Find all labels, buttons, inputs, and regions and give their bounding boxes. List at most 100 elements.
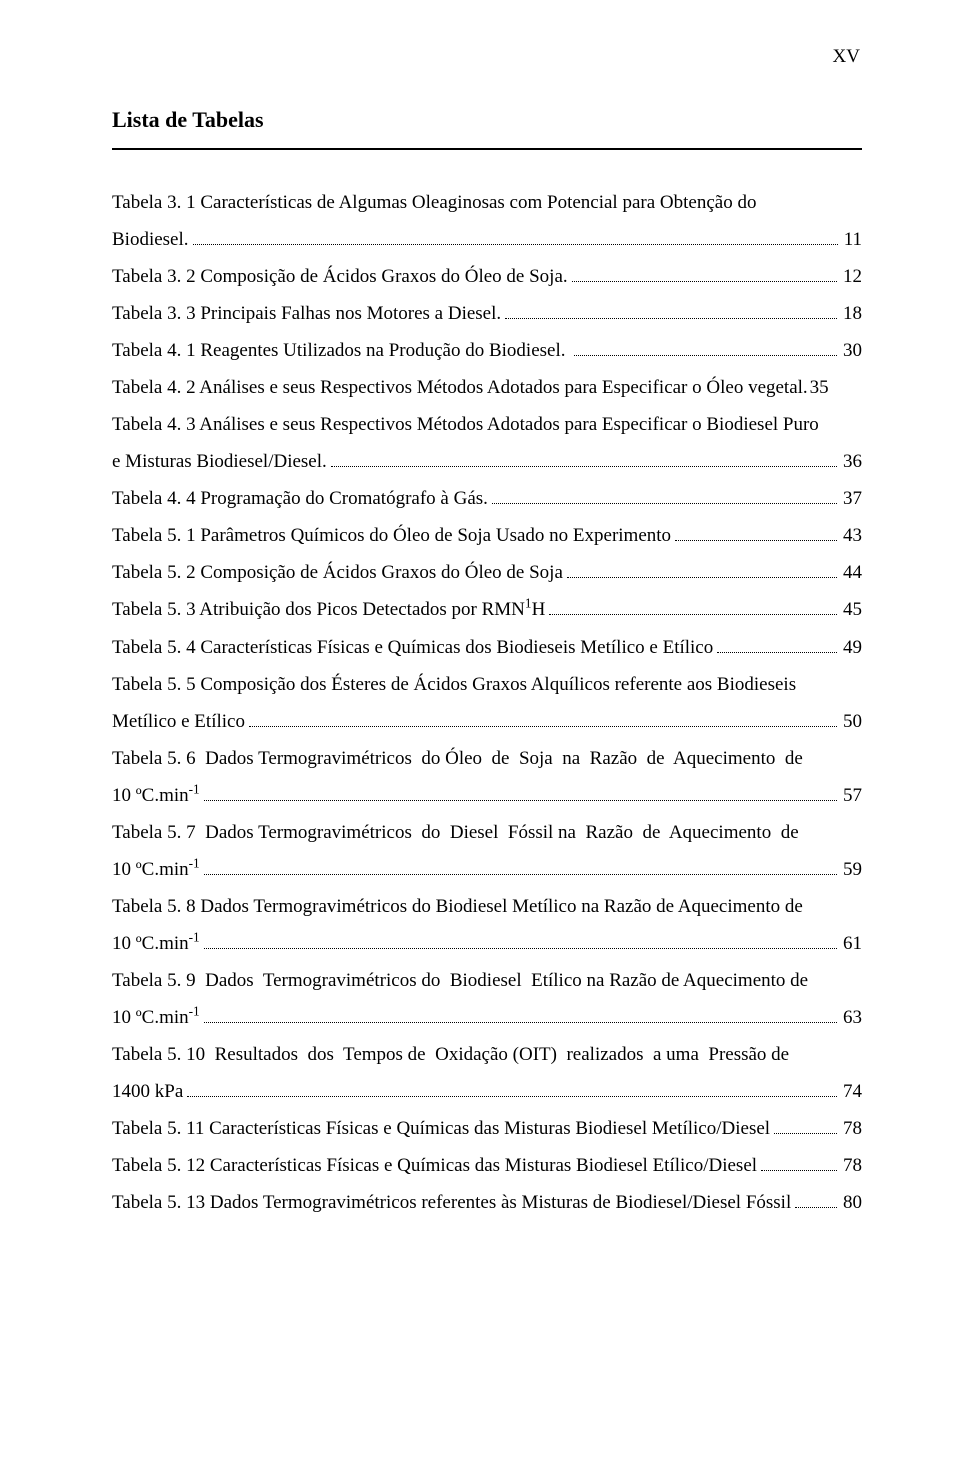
- toc-entry: Tabela 5. 12 Características Físicas e Q…: [112, 1147, 862, 1184]
- toc-page-number: 12: [841, 258, 862, 295]
- toc-page-number: 63: [841, 999, 862, 1036]
- toc-page-number: 59: [841, 851, 862, 888]
- toc-entry: Tabela 5. 6 Dados Termogravimétricos do …: [112, 740, 862, 814]
- toc-entry: Tabela 5. 13 Dados Termogravimétricos re…: [112, 1184, 862, 1221]
- table-of-contents: Tabela 3. 1 Características de Algumas O…: [112, 184, 862, 1221]
- toc-text: Tabela 5. 8 Dados Termogravimétricos do …: [112, 888, 803, 925]
- heading-rule: [112, 148, 862, 150]
- toc-line: Tabela 5. 1 Parâmetros Químicos do Óleo …: [112, 517, 862, 554]
- toc-leader: [675, 524, 837, 541]
- toc-leader: [717, 635, 837, 652]
- toc-text: Tabela 4. 4 Programação do Cromatógrafo …: [112, 480, 488, 517]
- toc-page-number: 50: [841, 703, 862, 740]
- toc-line: Tabela 5. 12 Características Físicas e Q…: [112, 1147, 862, 1184]
- toc-leader: [204, 932, 837, 949]
- toc-page-number: 61: [841, 925, 862, 962]
- toc-text: Tabela 5. 1 Parâmetros Químicos do Óleo …: [112, 517, 671, 554]
- toc-line: Tabela 5. 6 Dados Termogravimétricos do …: [112, 740, 862, 777]
- toc-line: Tabela 5. 8 Dados Termogravimétricos do …: [112, 888, 862, 925]
- toc-line: Tabela 5. 4 Características Físicas e Qu…: [112, 629, 862, 666]
- toc-leader: [795, 1191, 837, 1208]
- toc-line: Tabela 5. 9 Dados Termogravimétricos do …: [112, 962, 862, 999]
- toc-entry: Tabela 5. 8 Dados Termogravimétricos do …: [112, 888, 862, 962]
- toc-line: Tabela 5. 2 Composição de Ácidos Graxos …: [112, 554, 862, 591]
- toc-text: Tabela 5. 11 Características Físicas e Q…: [112, 1110, 770, 1147]
- toc-entry: Tabela 5. 4 Características Físicas e Qu…: [112, 629, 862, 666]
- toc-line: 1400 kPa 74: [112, 1073, 862, 1110]
- toc-text: 10 ºC.min-1: [112, 851, 200, 888]
- toc-text: Tabela 5. 3 Atribuição dos Picos Detecta…: [112, 591, 545, 628]
- page-number: XV: [112, 38, 862, 75]
- toc-text: Biodiesel.: [112, 221, 189, 258]
- toc-leader: [204, 784, 837, 801]
- toc-line: 10 ºC.min-1 59: [112, 851, 862, 888]
- toc-line: Tabela 5. 5 Composição dos Ésteres de Ác…: [112, 666, 862, 703]
- toc-line: Tabela 4. 2 Análises e seus Respectivos …: [112, 369, 862, 406]
- toc-line: Tabela 5. 7 Dados Termogravimétricos do …: [112, 814, 862, 851]
- toc-text: Metílico e Etílico: [112, 703, 245, 740]
- toc-text: Tabela 3. 1 Características de Algumas O…: [112, 184, 756, 221]
- toc-entry: Tabela 5. 11 Características Físicas e Q…: [112, 1110, 862, 1147]
- toc-page-number: 57: [841, 777, 862, 814]
- toc-leader: [492, 487, 837, 504]
- toc-page-number: 18: [841, 295, 862, 332]
- toc-text: Tabela 3. 3 Principais Falhas nos Motore…: [112, 295, 501, 332]
- toc-line: Tabela 5. 11 Características Físicas e Q…: [112, 1110, 862, 1147]
- toc-line: 10 ºC.min-1 57: [112, 777, 862, 814]
- toc-page-number: 44: [841, 554, 862, 591]
- toc-page-number: 80: [841, 1184, 862, 1221]
- toc-entry: Tabela 4. 2 Análises e seus Respectivos …: [112, 369, 862, 406]
- toc-line: 10 ºC.min-1 63: [112, 999, 862, 1036]
- toc-page-number: 49: [841, 629, 862, 666]
- toc-text: Tabela 3. 2 Composição de Ácidos Graxos …: [112, 258, 568, 295]
- toc-leader: [204, 1006, 837, 1023]
- toc-line: Tabela 3. 3 Principais Falhas nos Motore…: [112, 295, 862, 332]
- toc-entry: Tabela 4. 3 Análises e seus Respectivos …: [112, 406, 862, 480]
- toc-text: Tabela 5. 12 Características Físicas e Q…: [112, 1147, 757, 1184]
- toc-text: Tabela 5. 6 Dados Termogravimétricos do …: [112, 740, 803, 777]
- toc-entry: Tabela 5. 10 Resultados dos Tempos de Ox…: [112, 1036, 862, 1110]
- toc-leader: [331, 450, 837, 467]
- toc-leader: [774, 1117, 837, 1134]
- toc-page-number: 36: [841, 443, 862, 480]
- toc-entry: Tabela 5. 1 Parâmetros Químicos do Óleo …: [112, 517, 862, 554]
- toc-text: Tabela 5. 9 Dados Termogravimétricos do …: [112, 962, 808, 999]
- toc-leader: [187, 1080, 837, 1097]
- toc-leader: [572, 265, 837, 282]
- toc-line: Tabela 3. 2 Composição de Ácidos Graxos …: [112, 258, 862, 295]
- toc-line: Tabela 3. 1 Características de Algumas O…: [112, 184, 862, 221]
- toc-entry: Tabela 5. 7 Dados Termogravimétricos do …: [112, 814, 862, 888]
- toc-text: 1400 kPa: [112, 1073, 183, 1110]
- toc-page-number: 35: [808, 369, 829, 406]
- toc-text: Tabela 4. 3 Análises e seus Respectivos …: [112, 406, 819, 443]
- toc-entry: Tabela 4. 4 Programação do Cromatógrafo …: [112, 480, 862, 517]
- toc-leader: [761, 1154, 837, 1171]
- toc-text: Tabela 4. 1 Reagentes Utilizados na Prod…: [112, 332, 570, 369]
- toc-line: e Misturas Biodiesel/Diesel. 36: [112, 443, 862, 480]
- toc-leader: [193, 228, 838, 245]
- toc-entry: Tabela 4. 1 Reagentes Utilizados na Prod…: [112, 332, 862, 369]
- toc-line: Tabela 5. 3 Atribuição dos Picos Detecta…: [112, 591, 862, 628]
- toc-line: Tabela 5. 10 Resultados dos Tempos de Ox…: [112, 1036, 862, 1073]
- toc-leader: [574, 339, 837, 356]
- toc-entry: Tabela 5. 5 Composição dos Ésteres de Ác…: [112, 666, 862, 740]
- toc-text: 10 ºC.min-1: [112, 777, 200, 814]
- toc-entry: Tabela 3. 1 Características de Algumas O…: [112, 184, 862, 258]
- toc-entry: Tabela 3. 3 Principais Falhas nos Motore…: [112, 295, 862, 332]
- toc-text: Tabela 5. 2 Composição de Ácidos Graxos …: [112, 554, 563, 591]
- toc-page-number: 74: [841, 1073, 862, 1110]
- toc-text: Tabela 5. 10 Resultados dos Tempos de Ox…: [112, 1036, 789, 1073]
- toc-line: 10 ºC.min-161: [112, 925, 862, 962]
- toc-page-number: 11: [842, 221, 862, 258]
- toc-line: Tabela 4. 4 Programação do Cromatógrafo …: [112, 480, 862, 517]
- toc-text: 10 ºC.min-1: [112, 999, 200, 1036]
- toc-page-number: 78: [841, 1147, 862, 1184]
- toc-page-number: 30: [841, 332, 862, 369]
- toc-page-number: 45: [841, 591, 862, 628]
- toc-leader: [204, 858, 837, 875]
- toc-leader: [505, 302, 837, 319]
- toc-text: e Misturas Biodiesel/Diesel.: [112, 443, 327, 480]
- toc-entry: Tabela 3. 2 Composição de Ácidos Graxos …: [112, 258, 862, 295]
- toc-text: Tabela 5. 5 Composição dos Ésteres de Ác…: [112, 666, 796, 703]
- toc-leader: [249, 710, 837, 727]
